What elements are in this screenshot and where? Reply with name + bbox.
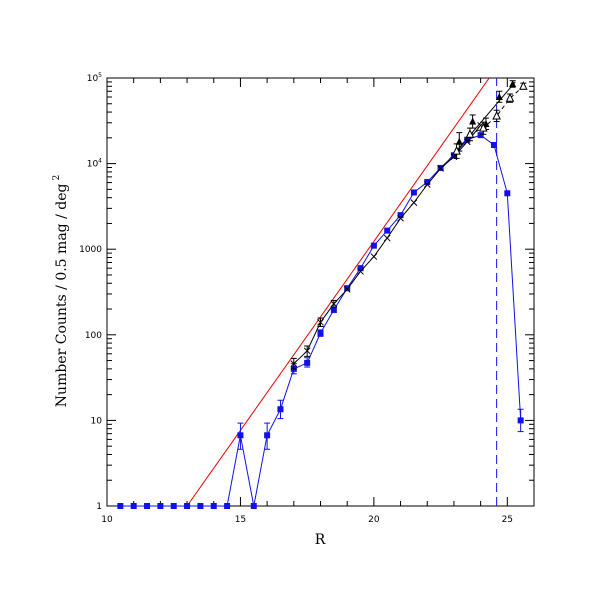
data-point-square: [277, 406, 284, 413]
data-point-square: [490, 141, 497, 148]
data-point-square: [330, 306, 337, 313]
y-tick-label: 104: [87, 158, 102, 170]
data-point-square: [450, 152, 457, 159]
series-cross: [290, 121, 484, 370]
data-point-cross: [383, 234, 391, 242]
data-point-cross: [317, 318, 324, 326]
data-point-square: [517, 417, 524, 424]
data-point-square: [410, 189, 417, 196]
data-point-cross: [370, 253, 378, 260]
data-point-cross: [357, 268, 364, 275]
data-point-square: [370, 242, 377, 249]
data-point-cross: [410, 199, 418, 206]
data-point-triangle-filled: [509, 80, 517, 88]
data-point-triangle-open: [519, 81, 528, 90]
data-point-square: [210, 503, 217, 509]
data-point-cross: [343, 285, 351, 293]
y-tick-label: 100: [85, 331, 102, 341]
y-axis-label: Number Counts / 0.5 mag / deg 2: [52, 175, 70, 407]
y-axis-label-superscript: 2: [52, 175, 62, 181]
data-point-square: [424, 178, 431, 185]
data-point-cross: [437, 164, 444, 172]
data-point-triangle-filled: [495, 92, 503, 100]
data-point-square: [357, 265, 364, 272]
data-point-square: [237, 432, 244, 439]
data-point-cross: [397, 214, 404, 222]
y-tick-label-exponent: 5: [98, 72, 102, 79]
y-tick-label: 10: [91, 416, 103, 426]
data-series-group: [117, 80, 528, 509]
data-point-square: [130, 503, 137, 509]
data-point-cross: [290, 360, 298, 368]
x-tick-label: 25: [502, 515, 513, 525]
data-point-square: [224, 503, 231, 509]
y-tick-label: 1: [96, 502, 102, 512]
data-point-triangle-open: [452, 145, 461, 155]
y-tick-label-exponent: 4: [98, 158, 102, 165]
data-point-square: [197, 503, 204, 509]
axis-ticks-group: [106, 77, 535, 507]
x-tick-label: 15: [235, 515, 246, 525]
series-triangle-filled: [455, 80, 517, 152]
data-point-triangle-open: [478, 122, 488, 132]
data-point-square: [157, 503, 164, 509]
data-point-square: [384, 227, 391, 234]
data-point-square: [344, 285, 351, 292]
data-point-cross: [330, 300, 338, 308]
data-point-square: [144, 503, 151, 509]
x-tick-label: 10: [101, 515, 113, 525]
data-point-cross: [303, 347, 311, 355]
data-point-square: [397, 212, 404, 219]
data-point-square: [464, 136, 471, 143]
data-point-square: [184, 503, 191, 509]
y-tick-label: 105: [87, 72, 102, 84]
data-point-triangle-open: [465, 129, 475, 138]
data-point-square: [477, 132, 484, 139]
data-point-triangle-filled: [469, 117, 477, 125]
data-point-triangle-open: [492, 110, 501, 120]
data-point-square: [304, 359, 311, 366]
data-point-square: [504, 190, 511, 197]
series-triangle-open: [452, 81, 528, 159]
data-point-square: [317, 329, 324, 336]
data-point-square: [264, 432, 271, 439]
y-tick-label: 1000: [79, 245, 102, 255]
y-tick-label-base: 10: [87, 160, 99, 170]
y-axis-label-text: Number Counts / 0.5 mag / deg: [54, 184, 70, 408]
data-point-square: [250, 503, 257, 509]
data-point-square: [117, 503, 124, 509]
data-point-triangle-open: [505, 93, 515, 102]
data-point-square: [170, 503, 177, 509]
y-tick-label-base: 10: [87, 74, 99, 84]
x-tick-label: 20: [368, 515, 380, 525]
data-point-triangle-filled: [455, 137, 463, 145]
x-axis-label: R: [315, 532, 326, 548]
data-point-cross: [423, 181, 431, 188]
